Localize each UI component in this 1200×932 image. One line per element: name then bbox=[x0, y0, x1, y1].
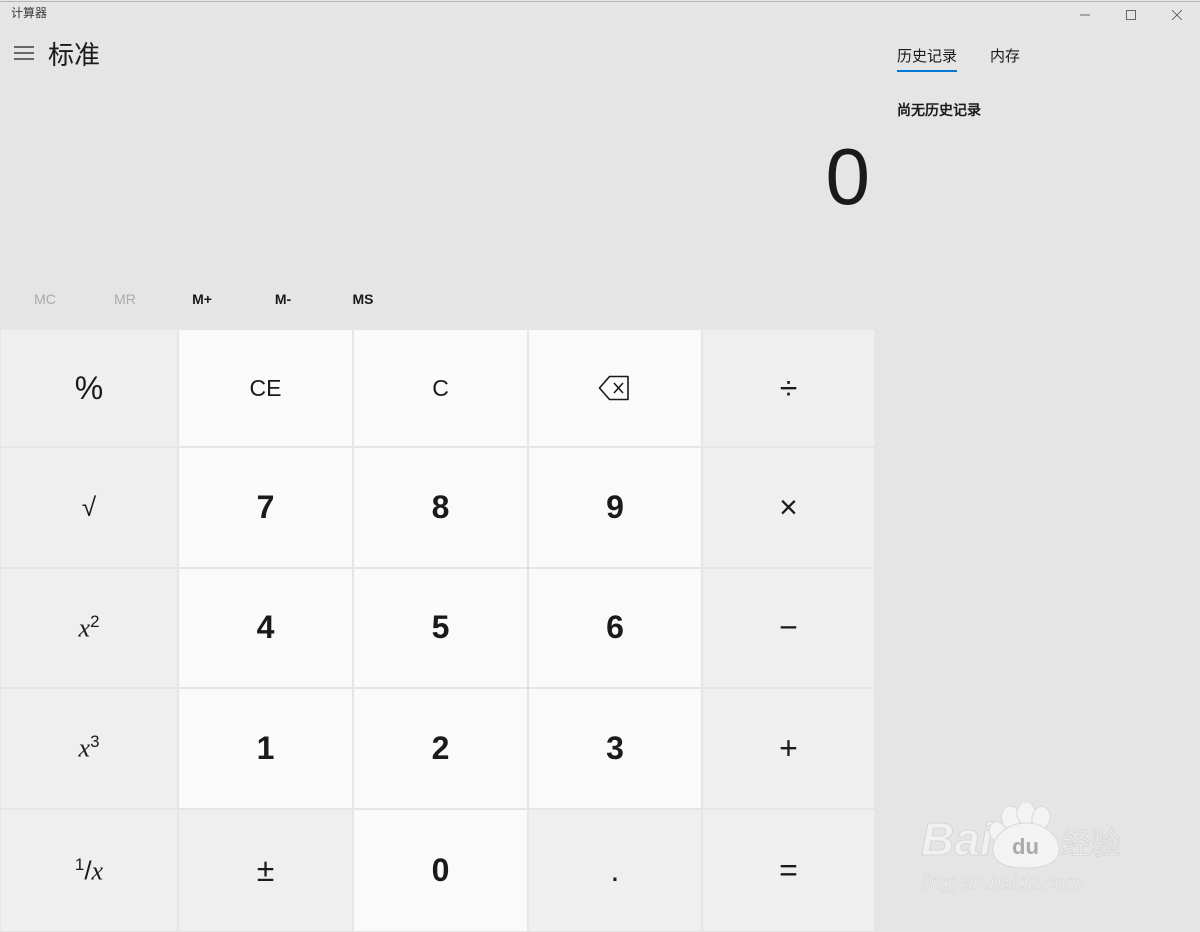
svg-text:jingyan.baidu.com: jingyan.baidu.com bbox=[921, 872, 1082, 894]
svg-text:Bai: Bai bbox=[921, 813, 994, 865]
svg-text:经验: 经验 bbox=[1061, 828, 1121, 861]
svg-text:du: du bbox=[1012, 834, 1039, 859]
